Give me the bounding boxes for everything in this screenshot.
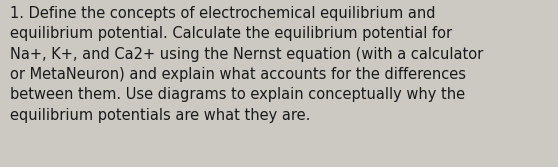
- Text: 1. Define the concepts of electrochemical equilibrium and
equilibrium potential.: 1. Define the concepts of electrochemica…: [10, 6, 483, 123]
